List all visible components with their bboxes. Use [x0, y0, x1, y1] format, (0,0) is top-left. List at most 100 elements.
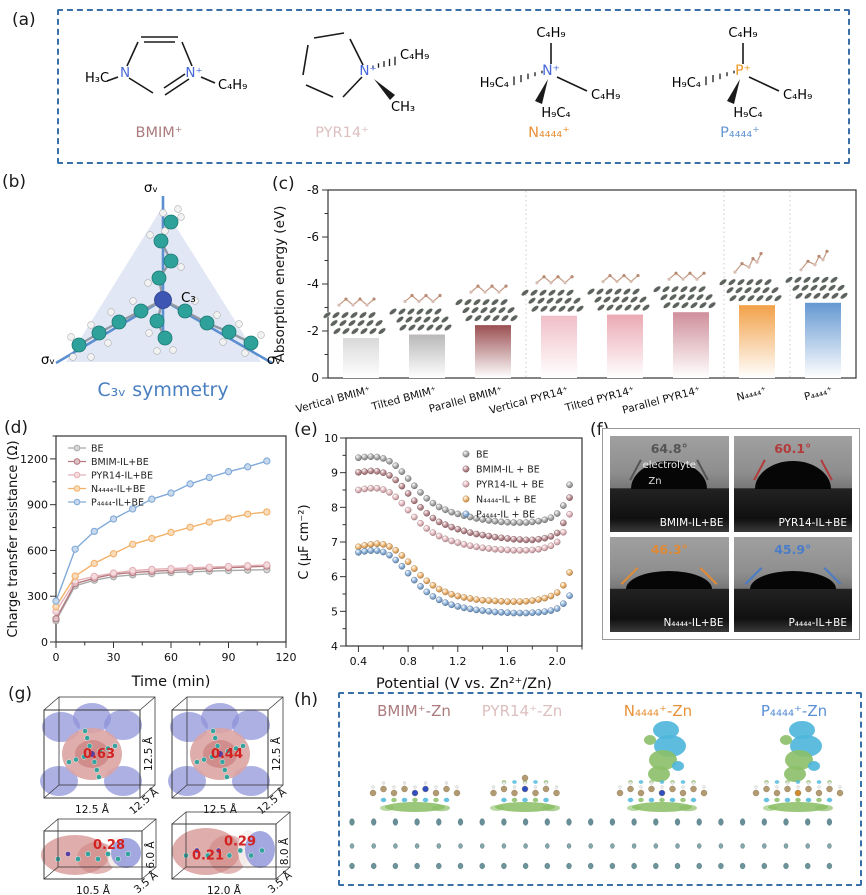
photo-caption: N₄₄₄₄-IL+BE: [663, 617, 724, 629]
carbon-atom: [91, 325, 107, 341]
zn-surface-atom: [501, 818, 507, 826]
cdd-scene: [349, 721, 844, 870]
svg-text:1200: 1200: [20, 453, 48, 466]
zn-surface-atom: [566, 818, 572, 826]
svg-text:90: 90: [222, 651, 236, 664]
svg-text:0: 0: [53, 651, 60, 664]
panel-b-symmetry: σᵥ σᵥ σᵥ C₃ C₃ᵥ symmetry: [41, 180, 281, 401]
zn-surface-atom: [479, 843, 485, 849]
contact-angle-photo-pyr14: 60.1° PYR14-IL+BE: [733, 436, 852, 532]
n4444-left-group: H₉C₄: [480, 76, 509, 91]
zn-surface-atom: [805, 843, 810, 849]
svg-text:-8: -8: [307, 183, 319, 197]
height-dimension: 8.0 Å: [278, 837, 291, 865]
svg-text:Tilted BMIM⁺: Tilted BMIM⁺: [370, 384, 438, 413]
svg-text:8: 8: [331, 501, 338, 514]
zn-surface-atom: [393, 843, 398, 849]
hydrogen-atom: [87, 321, 95, 329]
svg-text:0.8: 0.8: [399, 655, 417, 668]
zn-surface-atom: [826, 862, 833, 870]
zn-label: Zn: [648, 476, 662, 487]
contact-angle-panel: 64.8° electrolyte Zn BMIM-IL+BE 60.1° PY…: [602, 428, 860, 640]
svg-text:-6: -6: [307, 230, 319, 244]
h-label-p4444: P₄₄₄₄⁺-Zn: [760, 702, 828, 720]
svg-text:7: 7: [331, 536, 338, 549]
svg-text:120: 120: [276, 651, 297, 664]
esp-value: 0.44: [211, 747, 243, 762]
width-dimension: 12.5 Å: [75, 803, 110, 816]
carbon-atom: [157, 330, 173, 346]
esp-value: 0.29: [224, 835, 256, 850]
zn-surface-atom: [349, 843, 355, 849]
panel-a-label: (a): [12, 10, 36, 30]
svg-text:BE: BE: [91, 444, 104, 455]
zn-surface-atom: [826, 818, 833, 826]
width-dimension: 12.5 Å: [203, 803, 238, 816]
svg-text:Charge transfer resistance (Ω): Charge transfer resistance (Ω): [6, 440, 21, 637]
sigma-v-top-label: σᵥ: [144, 180, 158, 196]
c3-axis-label: C₃: [181, 290, 196, 306]
svg-text:BE: BE: [476, 450, 489, 461]
hydrogen-atom: [169, 346, 177, 354]
series-BE: [52, 566, 271, 625]
zn-surface-atom: [762, 843, 767, 849]
bar-Tilted PYR14⁺: [607, 314, 643, 378]
capacitance-chart: 4 5 6 7 8 9 10 0.4 0.8 1.2 1.6 2.0 BE BMIM-IL + BE PYR…: [297, 432, 583, 692]
photo-caption: BMIM-IL+BE: [659, 516, 724, 529]
hydrogen-atom: [146, 231, 154, 239]
zn-surface-atom: [653, 843, 658, 849]
carbon-atom: [149, 313, 165, 329]
zn-surface-atom: [631, 843, 637, 849]
zn-surface-atom: [414, 843, 420, 849]
tba-molecule: [67, 205, 265, 361]
zn-surface-atom: [414, 818, 420, 826]
sigma-v-right-label: σᵥ: [267, 352, 281, 368]
zn-surface-atom: [740, 818, 746, 826]
height-dimension: 12.5 Å: [142, 736, 155, 771]
p4444-wedge-bond: [727, 79, 740, 104]
carbon-atom: [199, 315, 215, 331]
pyr14-wedge-bond: [374, 79, 395, 100]
zn-surface-atom: [414, 862, 420, 870]
n4444-structure: [513, 43, 588, 92]
svg-text:9: 9: [331, 467, 338, 480]
zn-surface-atom: [610, 843, 615, 849]
cdd-group-1: [490, 774, 560, 812]
svg-text:PYR14-IL + BE: PYR14-IL + BE: [476, 480, 544, 491]
carbon-atom: [163, 214, 179, 230]
bar-P₄₄₄₄⁺: [805, 302, 841, 378]
panel-a-structures: H₃C N N⁺ C₄H₉ BMIM⁺ N⁺ C₄H₉ CH₃ PYR14⁺: [85, 26, 812, 141]
zn-surface-atom: [697, 843, 702, 849]
panel-d-label: (d): [4, 418, 29, 438]
series-PYR14-IL + BE: [355, 484, 573, 554]
zn-surface-atom: [566, 862, 572, 870]
droplet: [754, 460, 831, 489]
zn-surface-atom: [761, 862, 767, 870]
zn-surface-atom: [783, 843, 789, 849]
p4444-right-group: C₄H₉: [783, 88, 812, 103]
zn-slab-inset: [323, 297, 386, 335]
zn-surface-atom: [718, 843, 724, 849]
hydrogen-atom: [177, 213, 185, 221]
svg-text:P₄₄₄₄-IL+BE: P₄₄₄₄-IL+BE: [91, 498, 144, 509]
panel-a-box: [57, 9, 850, 164]
hydrogen-atom: [69, 353, 77, 361]
zn-surface-atom: [761, 818, 767, 826]
photo-caption: PYR14-IL+BE: [778, 516, 847, 529]
bmim-n-left: N: [120, 65, 130, 81]
zn-surface-atom: [566, 843, 572, 849]
zn-surface-atom: [631, 818, 637, 826]
series-BMIM-IL + BE: [355, 467, 573, 544]
svg-text:Vertical BMIM⁺: Vertical BMIM⁺: [295, 384, 372, 415]
hydrogen-atom: [87, 353, 95, 361]
hydrogen-atom: [235, 320, 243, 328]
n4444-bottom-group: H₉C₄: [541, 106, 570, 121]
contact-angle-value: 46.3°: [650, 541, 688, 557]
hydrogen-atom: [257, 331, 265, 339]
hydrogen-atom: [213, 311, 221, 319]
zn-surface-atom: [392, 818, 399, 826]
legend: BE BMIM-IL + BE PYR14-IL + BE N₄₄₄₄-IL + BE…: [462, 450, 544, 521]
droplet: [749, 571, 836, 590]
